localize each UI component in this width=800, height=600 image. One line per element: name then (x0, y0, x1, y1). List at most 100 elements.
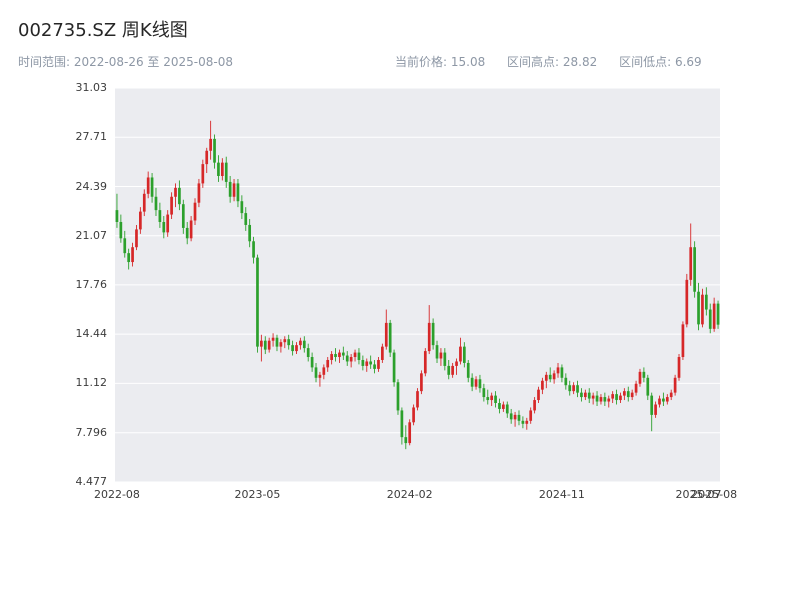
candle-body (685, 279, 689, 325)
candle-body (689, 247, 693, 280)
candle-body (673, 377, 677, 393)
candle-body (669, 392, 673, 398)
candle-body (334, 354, 337, 358)
candle-body (150, 177, 154, 197)
y-tick-label: 14.44 (75, 327, 108, 341)
candle-body (330, 354, 333, 360)
x-tick-label: 2023-05 (234, 488, 281, 501)
candle-body (217, 162, 220, 176)
candle-body (603, 397, 607, 402)
candle-body (459, 346, 462, 362)
x-tick-label: 2024-02 (386, 488, 433, 501)
candle-body (470, 377, 474, 387)
x-tick-label: 2025-07 (675, 488, 722, 501)
candle-body (408, 422, 412, 444)
candle-body (533, 400, 536, 411)
candle-body (139, 211, 142, 230)
candle-body (302, 340, 306, 349)
candle-body (623, 391, 626, 396)
candle-body (197, 183, 201, 203)
y-tick-label: 21.07 (75, 228, 108, 242)
candle-body (295, 345, 298, 352)
y-tick-label: 17.76 (75, 277, 108, 291)
candle-body (377, 359, 380, 369)
candle-body (115, 210, 119, 222)
candle-body (373, 364, 376, 369)
candle-body (580, 392, 583, 398)
x-tick-label: 2024-11 (538, 488, 585, 501)
candle-body (388, 322, 392, 353)
candle-body (556, 367, 560, 374)
candle-body (205, 150, 209, 165)
candle-body (193, 202, 197, 221)
candle-body (701, 294, 704, 325)
candle-body (267, 340, 271, 350)
candle-body (220, 162, 224, 176)
candle-body (396, 382, 400, 411)
candle-body (279, 342, 283, 347)
candle-body (478, 379, 482, 389)
candle-body (626, 391, 630, 398)
candle-body (513, 414, 517, 420)
candle-body (306, 348, 310, 358)
candle-body (435, 345, 439, 359)
candle-body (611, 394, 615, 399)
candle-body (548, 374, 552, 380)
candle-body (244, 213, 248, 225)
candle-body (439, 352, 443, 359)
candle-body (451, 365, 454, 375)
candle-body (630, 392, 634, 398)
y-tick-label: 24.39 (75, 179, 108, 193)
candle-body (322, 367, 326, 375)
candle-body (552, 373, 556, 380)
candle-body (353, 352, 357, 358)
candle-body (568, 385, 572, 392)
y-tick-label: 27.71 (75, 130, 108, 144)
candle-body (642, 371, 646, 378)
candle-body (404, 437, 408, 444)
candle-body (260, 340, 263, 347)
candle-body (420, 373, 423, 392)
candle-body (525, 420, 529, 424)
candle-body (654, 404, 657, 415)
candle-body (166, 214, 170, 233)
candle-body (123, 238, 127, 254)
candle-body (638, 371, 642, 384)
candle-body (716, 303, 720, 325)
candle-body (498, 403, 501, 409)
candle-body (283, 339, 287, 343)
candle-body (416, 391, 419, 408)
candle-body (521, 420, 525, 424)
candle-body (287, 339, 291, 346)
candle-body (587, 392, 591, 399)
y-tick-label: 7.796 (75, 425, 108, 439)
candle-body (154, 196, 158, 211)
candle-body (201, 164, 205, 184)
candle-body (326, 359, 330, 368)
candle-body (146, 177, 150, 194)
candle-body (213, 138, 216, 163)
candle-body (384, 322, 388, 347)
candle-body (599, 397, 603, 402)
candle-body (704, 294, 708, 310)
candle-body (174, 187, 177, 197)
candle-body (541, 380, 544, 390)
candle-body (427, 322, 431, 352)
candle-body (529, 410, 533, 421)
range-high-label: 区间高点: 28.82 (507, 55, 598, 69)
candle-body (209, 138, 212, 151)
candle-body (178, 187, 181, 205)
candle-body (697, 291, 700, 325)
time-range-label: 时间范围: 2022-08-26 至 2025-08-08 (18, 55, 233, 69)
candle-body (658, 398, 661, 405)
candle-body (271, 337, 275, 341)
page-title: 002735.SZ 周K线图 (18, 20, 188, 41)
candle-body (162, 221, 166, 233)
candle-body (502, 404, 505, 409)
candle-body (127, 253, 131, 263)
candle-body (181, 204, 185, 228)
candle-body (357, 352, 361, 360)
candlestick-plot-area (115, 88, 720, 482)
candle-body (474, 379, 478, 387)
candle-body (583, 392, 587, 398)
